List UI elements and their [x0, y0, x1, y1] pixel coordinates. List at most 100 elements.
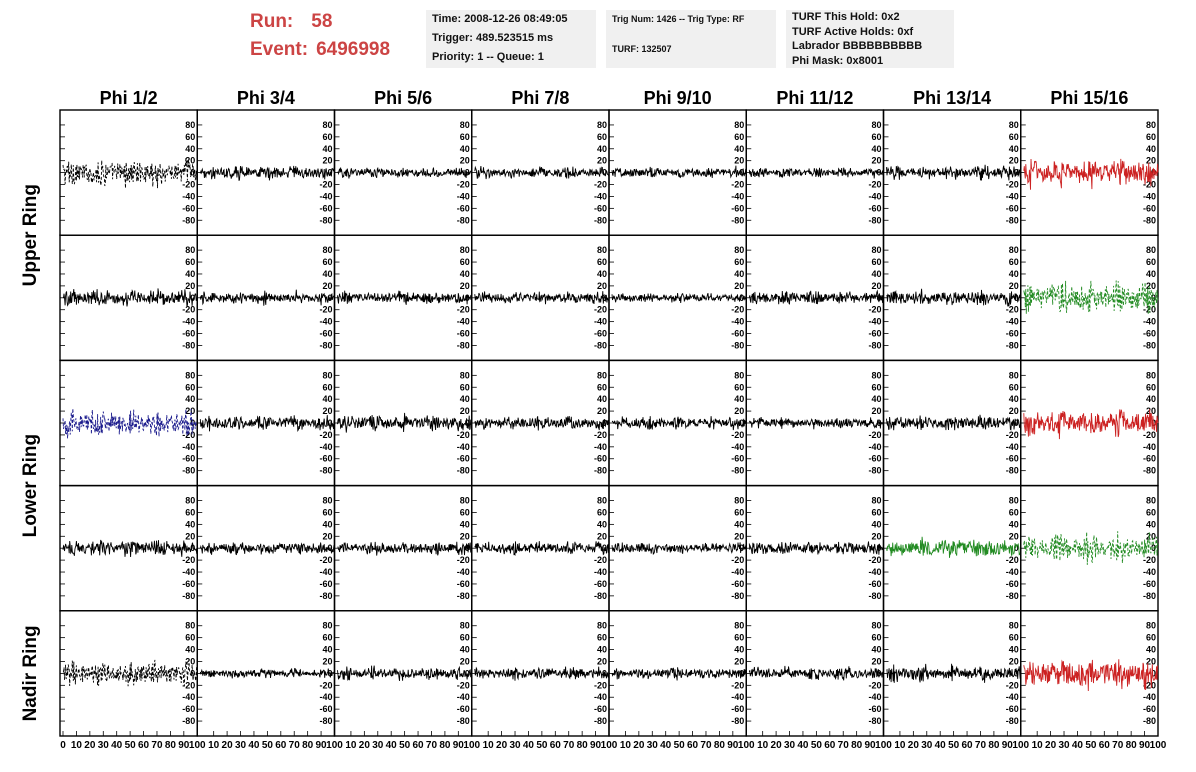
y-tick-label: -60 [319, 704, 332, 714]
y-tick-label: -20 [868, 555, 881, 565]
y-tick-label: 40 [1146, 394, 1156, 404]
y-tick-label: 40 [185, 645, 195, 655]
x-tick-label: 100 [875, 740, 892, 751]
y-tick-label: -60 [868, 454, 881, 464]
waveform-trace [1023, 531, 1159, 565]
y-tick-label: -20 [594, 305, 607, 315]
y-tick-label: -20 [594, 430, 607, 440]
y-tick-label: 40 [185, 394, 195, 404]
y-tick-label: 40 [322, 519, 332, 529]
y-tick-label: 40 [185, 519, 195, 529]
y-tick-label: 80 [460, 496, 470, 506]
y-tick-label: -20 [1006, 305, 1019, 315]
y-tick-label: 60 [460, 633, 470, 643]
waveform-trace [199, 415, 335, 432]
y-tick-label: -80 [594, 716, 607, 726]
y-tick-label: 20 [185, 406, 195, 416]
x-tick-label: 20 [496, 740, 508, 751]
run-value: 58 [311, 11, 333, 32]
y-tick-label: -60 [457, 704, 470, 714]
y-tick-label: -80 [319, 340, 332, 350]
x-tick-label: 90 [590, 740, 602, 751]
x-tick-label: 100 [326, 740, 343, 751]
y-tick-label: 20 [322, 531, 332, 541]
y-tick-label: -40 [1006, 191, 1019, 201]
y-tick-label: -40 [1143, 692, 1156, 702]
y-tick-label: -80 [731, 716, 744, 726]
turf-hold-text: TURF This Hold: 0x2 [792, 11, 900, 23]
column-title: Phi 1/2 [100, 88, 158, 108]
column-title: Phi 15/16 [1050, 88, 1128, 108]
y-tick-label: 60 [322, 257, 332, 267]
y-tick-label: 80 [322, 621, 332, 631]
waveform-trace [1023, 659, 1158, 692]
y-tick-label: 40 [597, 645, 607, 655]
y-tick-label: -80 [1006, 215, 1019, 225]
x-tick-label: 10 [1032, 740, 1044, 751]
y-tick-label: 80 [322, 496, 332, 506]
y-tick-label: -40 [868, 317, 881, 327]
y-tick-label: 20 [734, 531, 744, 541]
y-tick-label: 60 [460, 257, 470, 267]
y-tick-label: 80 [734, 621, 744, 631]
y-tick-label: -40 [1143, 317, 1156, 327]
y-tick-label: -20 [457, 180, 470, 190]
y-tick-label: -20 [1143, 680, 1156, 690]
y-tick-label: 40 [734, 645, 744, 655]
x-tick-label: 70 [151, 740, 163, 751]
y-tick-label: -20 [731, 305, 744, 315]
y-tick-label: -40 [457, 692, 470, 702]
y-tick-label: 60 [1009, 507, 1019, 517]
y-tick-label: -20 [868, 305, 881, 315]
y-tick-label: 80 [871, 370, 881, 380]
y-tick-label: 20 [460, 406, 470, 416]
x-tick-label: 10 [345, 740, 357, 751]
y-tick-label: -80 [457, 215, 470, 225]
y-tick-label: 60 [871, 633, 881, 643]
y-tick-label: -80 [594, 215, 607, 225]
x-tick-label: 20 [908, 740, 920, 751]
y-tick-label: 60 [1146, 257, 1156, 267]
y-tick-label: 0 [739, 418, 744, 428]
y-tick-label: 40 [597, 394, 607, 404]
waveform-trace [474, 666, 610, 681]
x-tick-label: 20 [1045, 740, 1057, 751]
y-tick-label: -20 [457, 305, 470, 315]
y-tick-label: 60 [185, 633, 195, 643]
y-tick-label: -60 [1006, 579, 1019, 589]
y-tick-label: -20 [731, 430, 744, 440]
x-tick-label: 40 [660, 740, 672, 751]
waveform-trace [337, 541, 473, 556]
x-tick-label: 90 [1139, 740, 1151, 751]
y-tick-label: 60 [460, 132, 470, 142]
y-tick-label: 60 [185, 257, 195, 267]
waveform-trace [62, 408, 198, 439]
y-tick-label: -60 [731, 579, 744, 589]
x-tick-label: 20 [359, 740, 371, 751]
y-tick-label: -20 [731, 555, 744, 565]
waveform-trace [611, 416, 747, 431]
x-tick-label: 70 [289, 740, 301, 751]
y-tick-label: 0 [1014, 418, 1019, 428]
y-tick-label: 80 [322, 120, 332, 130]
y-tick-label: 0 [190, 293, 195, 303]
x-tick-label: 70 [838, 740, 850, 751]
y-tick-label: -60 [182, 704, 195, 714]
y-tick-label: 20 [1146, 156, 1156, 166]
y-tick-label: 80 [1146, 120, 1156, 130]
y-tick-label: -40 [868, 692, 881, 702]
y-tick-label: -20 [1143, 555, 1156, 565]
y-tick-label: -80 [1143, 215, 1156, 225]
y-tick-label: -80 [868, 716, 881, 726]
y-tick-label: -60 [182, 203, 195, 213]
waveform-trace [611, 292, 747, 304]
x-tick-label: 50 [262, 740, 274, 751]
y-tick-label: -60 [868, 704, 881, 714]
y-tick-label: -60 [319, 329, 332, 339]
y-tick-label: -80 [594, 591, 607, 601]
y-tick-label: 0 [602, 293, 607, 303]
y-tick-label: 20 [734, 406, 744, 416]
y-tick-label: 60 [185, 382, 195, 392]
y-tick-label: -40 [319, 442, 332, 452]
waveform-trace [474, 291, 610, 305]
